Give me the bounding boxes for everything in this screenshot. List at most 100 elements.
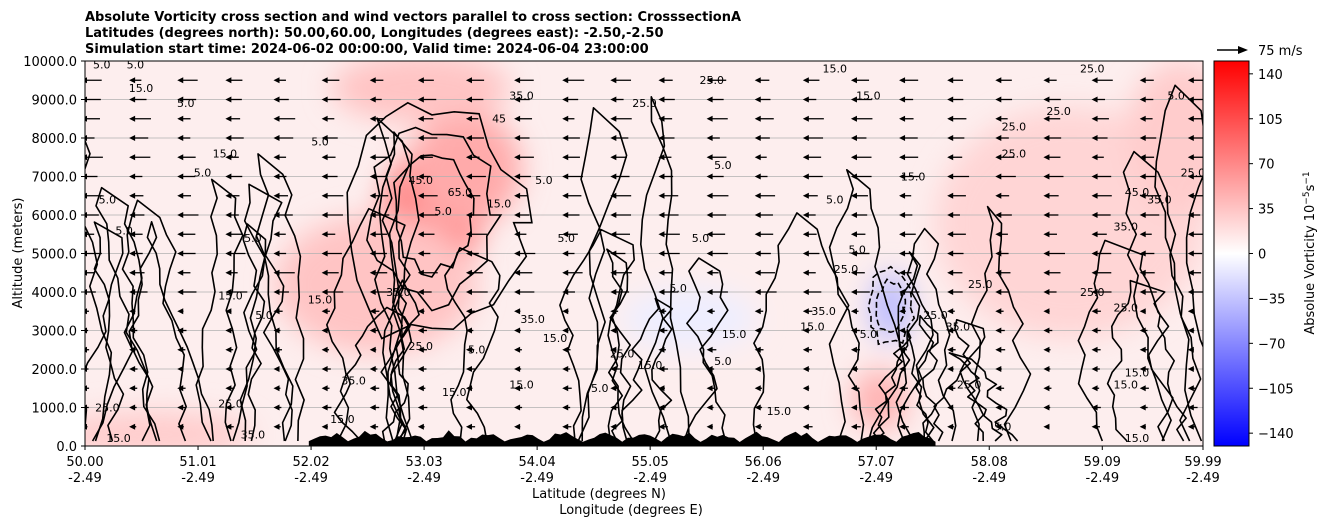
contour-label: 35.0 (341, 374, 366, 387)
wind-vector (273, 135, 294, 141)
x-tick-label-lat: 53.03 (405, 455, 442, 470)
wind-vector (754, 423, 762, 430)
wind-vector (225, 96, 242, 103)
wind-vector (417, 346, 428, 353)
wind-vector (802, 173, 823, 180)
wind-vector (754, 366, 761, 372)
wind-vector (273, 327, 281, 334)
wind-vector (1043, 404, 1051, 411)
wind-vector (177, 231, 196, 238)
wind-vector (899, 269, 912, 276)
wind-vector (369, 269, 388, 276)
vorticity-region (851, 369, 908, 431)
chart-title-line-1: Absolute Vorticity cross section and win… (85, 10, 741, 25)
wind-vector (129, 289, 148, 295)
wind-vector (947, 212, 960, 218)
wind-vector (465, 346, 475, 353)
wind-vector (273, 385, 281, 392)
colorbar-tick-label: −70 (1258, 337, 1285, 352)
wind-vector (177, 77, 198, 84)
wind-vector (802, 96, 817, 103)
wind-vector (562, 385, 572, 392)
x-tick-label-lat: 59.99 (1184, 455, 1221, 470)
wind-vector (1187, 192, 1203, 199)
contour-line (121, 199, 187, 442)
wind-vector (273, 366, 280, 372)
wind-vector (706, 385, 716, 392)
wind-vector (899, 423, 909, 430)
wind-vector (369, 308, 380, 315)
wind-vector (514, 173, 531, 180)
wind-vector (1091, 154, 1104, 161)
wind-vector (1043, 115, 1061, 122)
wind-vector (706, 404, 714, 411)
wind-vector (321, 423, 328, 430)
x-tick-label-lat: 51.01 (179, 455, 216, 470)
wind-vector (995, 173, 1016, 180)
wind-vector (225, 231, 243, 238)
wind-vector (706, 96, 724, 103)
wind-vector (177, 346, 186, 353)
wind-vector (802, 154, 822, 161)
wind-vector (417, 173, 431, 180)
quiver-key-label: 75 m/s (1258, 44, 1303, 59)
wind-vector (1043, 385, 1052, 392)
wind-vector (177, 404, 186, 411)
wind-vector (417, 115, 434, 122)
wind-vector (1043, 269, 1061, 276)
wind-vector (947, 327, 956, 334)
wind-vector (995, 327, 1005, 334)
wind-vector (177, 173, 196, 180)
wind-vector (658, 135, 675, 141)
wind-vector (947, 250, 964, 257)
contour-label: 25.0 (408, 340, 433, 353)
contour-label: 5.0 (99, 193, 117, 206)
contour-label: 15.0 (800, 321, 825, 334)
wind-vector (273, 250, 287, 257)
wind-vector (802, 269, 816, 276)
wind-vector (1187, 366, 1195, 372)
wind-vector (273, 346, 283, 353)
contour-label: 5.0 (714, 355, 732, 368)
wind-vector (899, 154, 919, 161)
wind-vector (706, 173, 724, 180)
contour-line (970, 205, 1032, 442)
wind-vector (706, 77, 727, 84)
contour-line (91, 186, 158, 442)
wind-vector (225, 366, 234, 372)
wind-vector (610, 423, 618, 430)
wind-vector (129, 212, 145, 218)
wind-vector (706, 135, 720, 141)
contour-label: 5.0 (1167, 90, 1185, 103)
contour-label: 5.0 (714, 159, 732, 172)
wind-vector (321, 250, 342, 257)
x-tick-label-lat: 59.09 (1084, 455, 1121, 470)
wind-vector (1091, 115, 1109, 122)
wind-vector (273, 231, 286, 238)
wind-vector (947, 366, 954, 372)
wind-vector (129, 192, 144, 199)
wind-vector (273, 404, 282, 411)
wind-vector (1043, 192, 1059, 199)
wind-vector (802, 423, 813, 430)
wind-vector (273, 269, 295, 276)
wind-vector (610, 192, 632, 199)
wind-vector (802, 231, 817, 238)
wind-vector (1139, 212, 1160, 218)
wind-vector (610, 135, 629, 141)
x-tick-label-lon: -2.49 (181, 471, 215, 486)
wind-vector (947, 385, 956, 392)
wind-vector (273, 289, 289, 295)
wind-vector (225, 423, 234, 430)
wind-vector (899, 115, 914, 122)
wind-vector (1187, 77, 1203, 84)
contour-label: 25.0 (1002, 120, 1027, 133)
y-tick-label: 2000.0 (32, 363, 78, 378)
wind-vector (1139, 231, 1152, 238)
wind-vector (947, 135, 965, 141)
wind-vector (465, 269, 483, 276)
wind-vector (177, 423, 184, 430)
contour-label: 35.0 (946, 321, 971, 334)
wind-vector (947, 192, 966, 199)
wind-vector (1043, 96, 1061, 103)
